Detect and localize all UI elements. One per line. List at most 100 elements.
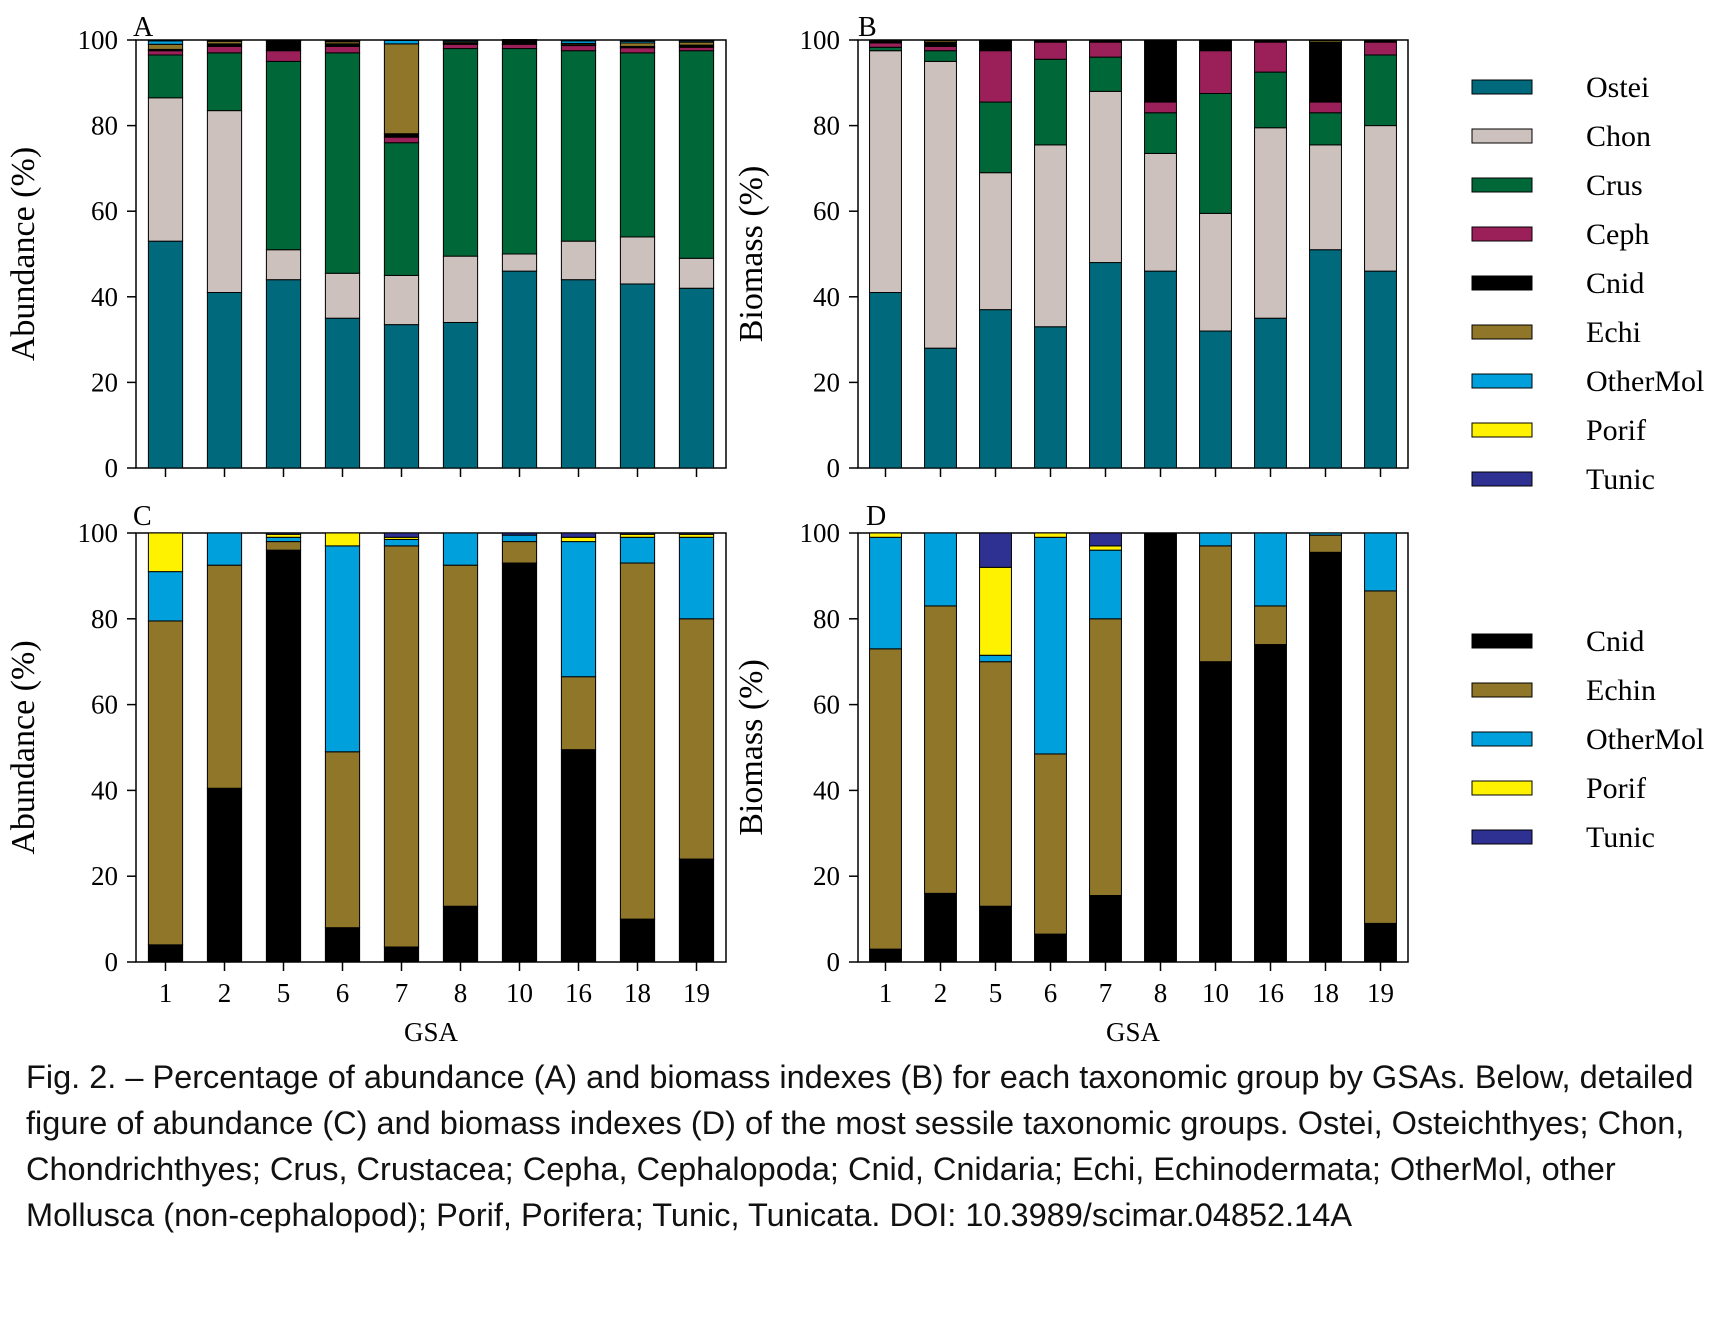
bar-segment-porif-gsa-16 bbox=[560, 536, 597, 543]
bar-segment-crus-gsa-2 bbox=[206, 52, 243, 112]
legend-swatch-echin bbox=[1471, 682, 1533, 698]
bar-segment-chon-gsa-6 bbox=[324, 272, 361, 319]
bar-segment-echin-gsa-6 bbox=[324, 751, 361, 929]
bar-segment-crus-gsa-2 bbox=[924, 50, 957, 62]
y-tick-label: 60 bbox=[813, 196, 840, 226]
bar-segment-othermol-gsa-5 bbox=[979, 654, 1012, 663]
x-axis-title: GSA bbox=[1106, 1017, 1161, 1047]
x-tick-label: 7 bbox=[395, 978, 409, 1008]
x-tick-label: 18 bbox=[624, 978, 651, 1008]
bar-segment-crus-gsa-16 bbox=[560, 50, 597, 242]
bar-segment-ostei-gsa-18 bbox=[1309, 249, 1342, 469]
bar-segment-ceph-gsa-18 bbox=[619, 47, 656, 54]
panel-letter: C bbox=[133, 501, 152, 532]
x-tick-label: 5 bbox=[277, 978, 291, 1008]
legend-label-echin: Echin bbox=[1586, 674, 1656, 707]
bar-segment-porif-gsa-1 bbox=[869, 532, 902, 538]
bar-segment-chon-gsa-18 bbox=[1309, 144, 1342, 251]
legend-label-othermol: OtherMol bbox=[1586, 365, 1704, 398]
y-axis-title: Biomass (%) bbox=[733, 659, 770, 836]
bar-segment-cnid-gsa-18 bbox=[1309, 41, 1342, 103]
legend-swatch-crus bbox=[1471, 177, 1533, 193]
bar-segment-ceph-gsa-18 bbox=[1309, 101, 1342, 114]
y-tick-label: 40 bbox=[813, 775, 840, 805]
bar-segment-cnid-gsa-18 bbox=[1309, 551, 1342, 963]
bar-segment-ostei-gsa-19 bbox=[1364, 270, 1397, 469]
legend-bottom: Cnid Echin OtherMol Porif Tunic bbox=[1471, 625, 1704, 854]
bar-segment-porif-gsa-1 bbox=[147, 39, 184, 42]
y-tick-label: 60 bbox=[813, 690, 840, 720]
bar-segment-cnid-gsa-8 bbox=[1144, 39, 1177, 103]
bar-segment-crus-gsa-6 bbox=[324, 52, 361, 274]
x-tick-label: 2 bbox=[934, 978, 948, 1008]
y-tick-label: 0 bbox=[827, 947, 841, 977]
legend-label-tunic: Tunic bbox=[1586, 463, 1655, 496]
x-tick-label: 7 bbox=[1099, 978, 1113, 1008]
panel-letter: D bbox=[866, 501, 886, 532]
y-tick-label: 100 bbox=[800, 518, 841, 548]
bar-segment-othermol-gsa-10 bbox=[1199, 532, 1232, 547]
legend-label-chon: Chon bbox=[1586, 120, 1651, 153]
bar-segment-ceph-gsa-1 bbox=[147, 50, 184, 56]
bar-segment-cnid-gsa-10 bbox=[1199, 661, 1232, 963]
bar-segment-chon-gsa-1 bbox=[869, 50, 902, 294]
x-tick-label: 10 bbox=[1202, 978, 1229, 1008]
bar-segment-crus-gsa-18 bbox=[619, 52, 656, 238]
y-tick-label: 100 bbox=[800, 25, 841, 55]
bar-segment-cnid-gsa-5 bbox=[265, 40, 302, 52]
bar-segment-crus-gsa-5 bbox=[265, 60, 302, 251]
bar-segment-ostei-gsa-7 bbox=[1089, 262, 1122, 469]
panel-d: 1 2 5 6 7 8 10 16 18 19 0 20 40 60 80 100 Biomass (%) GSA… bbox=[733, 501, 1409, 1047]
bar-segment-tunic-gsa-10 bbox=[501, 532, 538, 536]
bar-segment-chon-gsa-7 bbox=[383, 274, 420, 326]
bar-segment-echin-gsa-2 bbox=[206, 564, 243, 789]
bar-segment-ceph-gsa-8 bbox=[442, 43, 479, 50]
bar-segment-porif-gsa-1 bbox=[147, 532, 184, 573]
bar-segment-tunic-gsa-16 bbox=[560, 532, 597, 538]
bar-segment-chon-gsa-16 bbox=[560, 240, 597, 281]
y-tick-label: 80 bbox=[813, 604, 840, 634]
bar-segment-echin-gsa-16 bbox=[1254, 605, 1287, 646]
bar-segment-chon-gsa-19 bbox=[678, 257, 715, 289]
bar-segment-tunic-gsa-19 bbox=[678, 532, 715, 535]
y-axis-title: Biomass (%) bbox=[733, 166, 770, 343]
x-tick-label: 16 bbox=[1257, 978, 1284, 1008]
legend-swatch-echi bbox=[1471, 324, 1533, 340]
bar-segment-tunic-gsa-7 bbox=[383, 532, 420, 538]
bar-segment-chon-gsa-2 bbox=[924, 60, 957, 349]
bar-segment-chon-gsa-7 bbox=[1089, 90, 1122, 264]
x-tick-label: 1 bbox=[159, 978, 173, 1008]
legend-swatch-chon bbox=[1471, 128, 1533, 144]
bar-segment-othermol-gsa-7 bbox=[383, 39, 420, 45]
legend-swatch-cnid bbox=[1471, 633, 1533, 649]
bar-segment-ostei-gsa-2 bbox=[924, 347, 957, 469]
bar-segment-ceph-gsa-19 bbox=[1364, 41, 1397, 56]
panel-letter: B bbox=[858, 12, 877, 43]
bar-segment-othermol-gsa-5 bbox=[265, 536, 302, 543]
bar-segment-othermol-gsa-19 bbox=[1364, 532, 1397, 592]
bar-segment-crus-gsa-7 bbox=[1089, 56, 1122, 92]
bar-segment-ostei-gsa-8 bbox=[1144, 270, 1177, 469]
legend-swatch-ceph bbox=[1471, 226, 1533, 242]
bar-segment-crus-gsa-10 bbox=[501, 48, 538, 255]
bar-segment-echin-gsa-6 bbox=[1034, 753, 1067, 935]
bar-segment-chon-gsa-18 bbox=[619, 236, 656, 285]
y-tick-label: 80 bbox=[813, 111, 840, 141]
y-tick-label: 60 bbox=[91, 690, 118, 720]
bar-segment-othermol-gsa-16 bbox=[1254, 532, 1287, 607]
bar-segment-cnid-gsa-1 bbox=[869, 948, 902, 963]
x-tick-label: 18 bbox=[1312, 978, 1339, 1008]
bar-segment-othermol-gsa-7 bbox=[1089, 549, 1122, 620]
legend-label-cnid: Cnid bbox=[1586, 625, 1644, 658]
y-tick-label: 20 bbox=[813, 367, 840, 397]
bar-segment-othermol-gsa-2 bbox=[206, 532, 243, 566]
bar-segment-echi-gsa-1 bbox=[147, 43, 184, 50]
bar-segment-ostei-gsa-16 bbox=[1254, 317, 1287, 469]
legend-label-porif: Porif bbox=[1586, 772, 1646, 805]
y-tick-label: 100 bbox=[78, 25, 119, 55]
bar-segment-chon-gsa-10 bbox=[1199, 212, 1232, 332]
bar-segment-cnid-gsa-10 bbox=[501, 562, 538, 963]
bar-segment-othermol-gsa-18 bbox=[1309, 532, 1342, 536]
x-tick-label: 8 bbox=[454, 978, 468, 1008]
bar-segment-ceph-gsa-1 bbox=[869, 42, 902, 48]
